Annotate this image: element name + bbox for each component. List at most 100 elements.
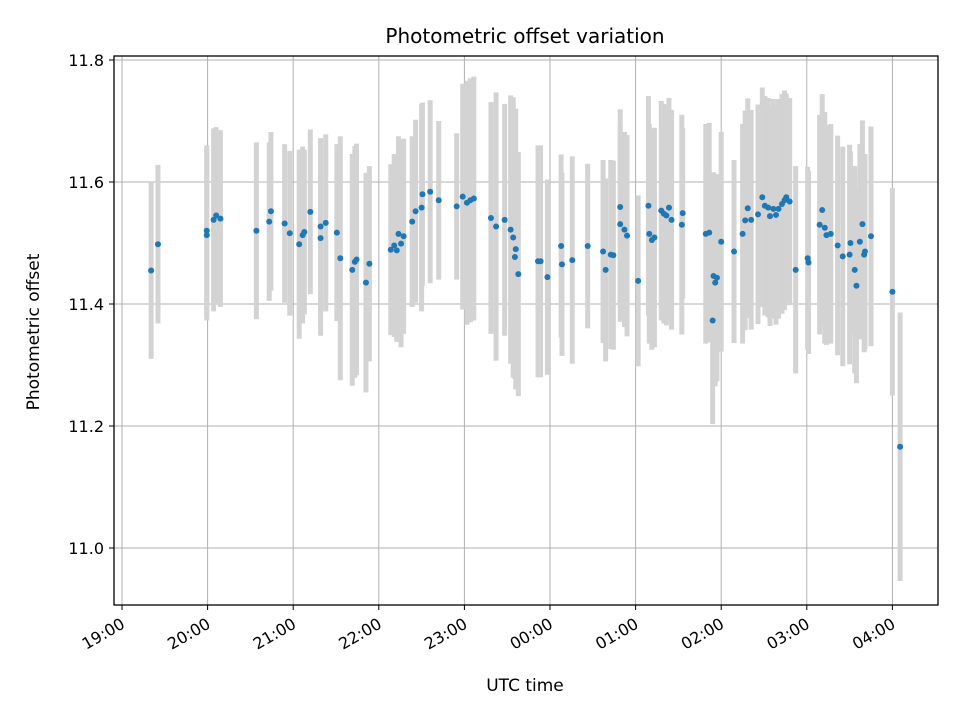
data-point [679, 210, 686, 217]
y-axis-ticks: 11.0 11.2 11.4 11.6 11.8 [68, 51, 114, 558]
data-point [435, 197, 442, 204]
data-point [744, 205, 751, 212]
data-point [621, 226, 628, 233]
data-point [617, 204, 624, 211]
data-point [501, 216, 508, 223]
data-point [362, 279, 369, 286]
x-tick-label: 21:00 [250, 614, 299, 654]
data-point [770, 205, 777, 212]
data-point [515, 271, 522, 278]
y-tick-label: 11.0 [68, 539, 104, 558]
data-point [459, 193, 466, 200]
y-axis-label: Photometric offset [24, 253, 44, 410]
x-tick-label: 02:00 [678, 614, 727, 654]
data-point [253, 227, 260, 234]
data-point [646, 230, 653, 237]
data-point [395, 230, 402, 237]
data-point [610, 252, 617, 259]
x-tick-label: 22:00 [335, 614, 384, 654]
data-point [827, 230, 834, 237]
data-point [558, 261, 565, 268]
data-point [897, 443, 904, 450]
data-point [400, 233, 407, 240]
data-point [706, 229, 713, 236]
data-point [783, 194, 790, 201]
data-point [296, 241, 303, 248]
data-point [846, 251, 853, 258]
data-point [387, 246, 394, 253]
plot-frame [113, 55, 939, 606]
data-point [759, 194, 766, 201]
data-point [419, 191, 426, 198]
data-point [816, 221, 823, 228]
data-point [748, 216, 755, 223]
x-axis-label: UTC time [486, 676, 564, 696]
data-point [301, 229, 308, 236]
data-point [821, 224, 828, 231]
data-point [512, 246, 519, 253]
data-point [731, 248, 738, 255]
data-point [805, 259, 812, 266]
data-point [487, 214, 494, 221]
data-point [713, 274, 720, 281]
x-tick-label: 23:00 [421, 614, 470, 654]
data-point [847, 240, 854, 246]
data-point [755, 211, 762, 218]
data-point [470, 195, 477, 202]
data-point [765, 204, 772, 211]
data-point [418, 204, 425, 211]
data-point [889, 288, 896, 295]
data-point [337, 255, 344, 262]
data-point [281, 220, 288, 227]
data-point [718, 238, 725, 245]
data-point [217, 215, 224, 222]
y-tick-label: 11.4 [68, 295, 104, 314]
data-point [775, 205, 782, 212]
data-point [853, 282, 860, 289]
data-point [792, 266, 799, 273]
data-point [148, 267, 155, 274]
data-point [333, 229, 340, 236]
data-point [600, 248, 607, 255]
data-point [412, 208, 419, 215]
data-point [544, 274, 551, 281]
data-point [862, 248, 869, 255]
data-point [317, 223, 324, 230]
data-point [665, 204, 672, 211]
data-point [391, 242, 398, 249]
data-point [635, 277, 642, 284]
data-point [510, 234, 517, 241]
data-point [834, 242, 841, 249]
x-tick-label: 20:00 [164, 614, 213, 654]
data-point [678, 221, 685, 228]
y-tick-label: 11.8 [68, 51, 104, 70]
data-point [766, 213, 773, 220]
data-point [409, 218, 416, 225]
data-point [307, 208, 314, 215]
data-point [266, 218, 273, 225]
data-point [317, 235, 324, 242]
data-point [322, 219, 329, 226]
x-tick-label: 19:00 [79, 614, 128, 654]
data-point [851, 266, 858, 273]
data-point [349, 266, 356, 273]
data-point [839, 253, 846, 260]
data-point [569, 257, 576, 264]
data-point [507, 226, 514, 233]
data-point [709, 317, 716, 324]
data-point [651, 234, 658, 241]
y-tick-label: 11.6 [68, 173, 104, 192]
data-point [584, 243, 591, 250]
data-point [668, 216, 675, 223]
data-point [712, 279, 719, 286]
chart-title: Photometric offset variation [385, 24, 664, 48]
data-point [624, 232, 631, 239]
errorbar-layer [148, 76, 903, 581]
data-point [427, 188, 434, 195]
data-point [267, 208, 274, 215]
data-point [537, 258, 544, 265]
data-point [742, 217, 749, 224]
x-axis-ticks: 19:00 20:00 21:00 22:00 23:00 00:00 01:00 02:00… [79, 605, 898, 654]
data-point [154, 241, 161, 248]
